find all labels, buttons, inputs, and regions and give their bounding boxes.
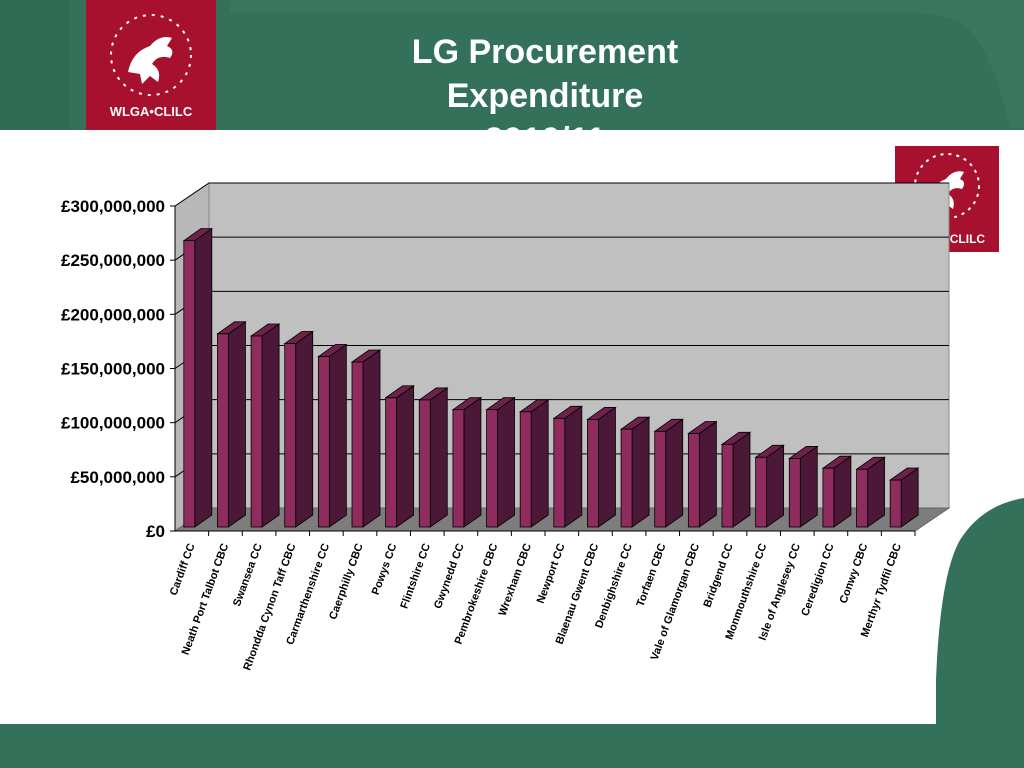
bar (486, 409, 498, 528)
y-tick-label: £250,000,000 (61, 251, 165, 270)
x-tick-label: Cardiff CC (168, 542, 198, 597)
header-logo-text: WLGA•CLILC (110, 104, 193, 119)
bar (687, 433, 700, 528)
bar-side (228, 321, 246, 528)
bar (385, 397, 398, 528)
y-tick-label: £100,000,000 (61, 414, 165, 433)
header-dragon-icon (110, 14, 192, 96)
x-tick-label: Gwynedd CC (432, 542, 467, 610)
bar-side (328, 343, 347, 528)
bar (587, 419, 599, 528)
header-curve (230, 0, 1024, 128)
bar (317, 356, 330, 528)
bar-side (631, 416, 650, 528)
bar (250, 335, 263, 528)
bar-chart: £0 £50,000,000 £100,000,000 £150,000,000 £20… (61, 182, 951, 672)
x-tick-label: Bridgend CC (702, 542, 736, 609)
bar (788, 458, 801, 528)
bar-side (598, 406, 616, 528)
gridline-side (174, 182, 210, 207)
y-tick-label: £300,000,000 (61, 197, 165, 216)
x-tick-label: Torfaen CBC (635, 542, 669, 609)
bar (721, 443, 734, 528)
x-tick-label: Caerphilly CBC (327, 542, 366, 621)
bar-side (564, 405, 583, 528)
y-tick-label: £50,000,000 (70, 468, 165, 487)
header-logo: WLGA•CLILC (86, 0, 216, 130)
bar (553, 417, 566, 528)
bar-side (261, 323, 280, 528)
page-title: LG Procurement Expenditure 2010/11 (330, 30, 760, 162)
bar-side (732, 431, 751, 528)
footer-band (0, 724, 1024, 768)
bar-side (530, 399, 549, 528)
x-tick-label: Flintshire CC (398, 542, 433, 610)
bar (519, 411, 532, 528)
bar-side (362, 349, 381, 528)
bar-side (665, 418, 684, 528)
title-line-2: 2010/11 (484, 121, 606, 159)
bar (351, 361, 364, 528)
bar (755, 456, 768, 528)
bar-side (463, 396, 482, 528)
x-tick-label: Conwy CBC (838, 542, 871, 605)
bar-side (799, 445, 818, 528)
x-tick-label: Powys CC (370, 542, 400, 597)
bar-side (429, 387, 448, 528)
x-tick-label: Swansea CC (231, 542, 265, 608)
bar-side (698, 420, 717, 528)
bar-side (766, 444, 785, 528)
x-tick-label: Wrexham CBC (497, 542, 534, 618)
bar (284, 343, 297, 528)
bar (822, 467, 835, 528)
y-tick-label: £150,000,000 (61, 360, 165, 379)
bar-side (497, 396, 515, 528)
bar (889, 479, 902, 528)
bar-side (194, 227, 213, 528)
bar (654, 430, 667, 528)
bar-side (396, 384, 415, 528)
bar-side (295, 330, 314, 528)
y-tick-label: £200,000,000 (61, 305, 165, 324)
bar (452, 409, 465, 528)
bar (183, 240, 196, 528)
x-tick-label: Denbighshire CC (593, 542, 635, 630)
x-tick-label: Ceredigion CC (799, 542, 836, 618)
x-tick-label: Newport CC (535, 542, 568, 605)
title-line-1: LG Procurement Expenditure (411, 33, 679, 115)
bar (856, 468, 868, 528)
header-shade-left (0, 0, 70, 130)
bar (418, 399, 431, 528)
bar (217, 333, 229, 528)
bar (620, 428, 633, 528)
y-tick-label: £0 (146, 522, 165, 541)
right-decor-curve (936, 498, 1024, 724)
